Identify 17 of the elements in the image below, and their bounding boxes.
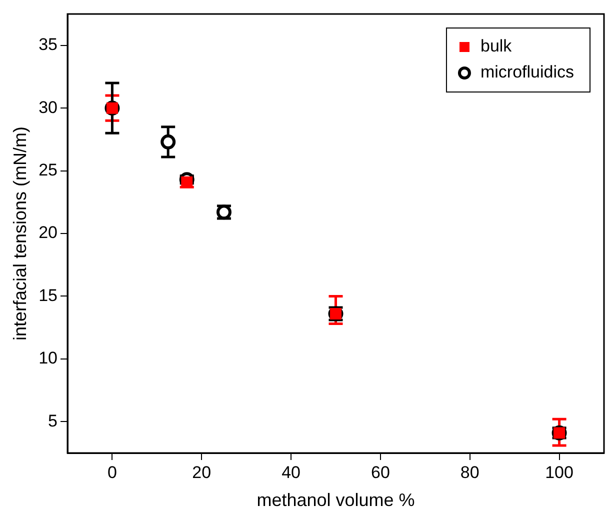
x-tick-label: 100 xyxy=(545,462,574,482)
y-tick-label: 30 xyxy=(38,98,58,117)
x-tick-label: 20 xyxy=(192,462,212,482)
y-tick-label: 25 xyxy=(38,160,58,180)
y-tick-label: 5 xyxy=(48,411,58,430)
x-tick-label: 40 xyxy=(282,462,301,482)
legend-label: bulk xyxy=(480,36,512,56)
x-axis-title: methanol volume % xyxy=(256,490,415,510)
y-tick-label: 20 xyxy=(38,223,58,242)
legend-label: microfluidics xyxy=(480,62,574,82)
y-tick-label: 15 xyxy=(38,286,58,305)
x-tick-label: 80 xyxy=(460,462,480,482)
y-tick-label: 10 xyxy=(38,348,58,368)
x-tick-label: 60 xyxy=(371,462,390,482)
x-tick-label: 0 xyxy=(107,462,117,482)
y-tick-label: 35 xyxy=(38,35,58,54)
y-axis-title: interfacial tensions (mN/m) xyxy=(10,126,30,341)
